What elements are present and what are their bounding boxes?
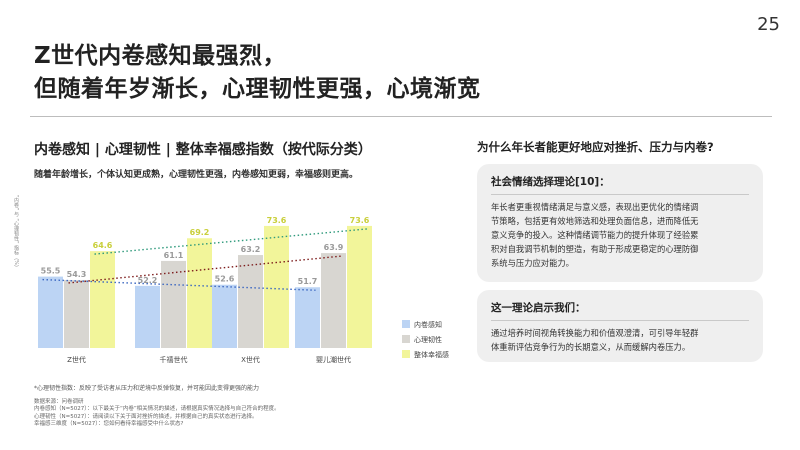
bar-series-2 bbox=[64, 279, 89, 348]
page-title-line-1: Z世代内卷感知最强烈， bbox=[34, 43, 287, 69]
theory-card-body: 年长者更重视情绪满足与意义感，表现出更优化的情绪调 节策略，包括更有效地筛选和处… bbox=[491, 200, 751, 270]
note-line: 心理韧性（N=5027）：请阅读以下关于面对挫折的描述，并根据自己的真实状态进行… bbox=[34, 413, 258, 420]
data-label: 54.3 bbox=[67, 270, 87, 279]
card-text-line: 节策略，包括更有效地筛选和处理负面信息，进而降低无 bbox=[491, 216, 699, 226]
insight-card-title: 这一理论启示我们： bbox=[491, 302, 586, 314]
legend-swatch bbox=[402, 335, 410, 343]
title-divider bbox=[30, 116, 772, 117]
bar-series-2 bbox=[161, 260, 186, 348]
legend-swatch bbox=[402, 350, 410, 358]
bar-series-1 bbox=[38, 276, 63, 348]
data-label: 55.5 bbox=[41, 267, 61, 276]
bar-series-1 bbox=[295, 287, 320, 348]
trend-line-3 bbox=[94, 228, 368, 255]
legend-label: 心理韧性 bbox=[414, 335, 442, 344]
page-title: Z世代内卷感知最强烈， 但随着年岁渐长，心理韧性更强，心境渐宽 bbox=[34, 40, 481, 106]
bar-series-2 bbox=[238, 255, 263, 348]
card-text-line: 年长者更重视情绪满足与意义感，表现出更优化的情绪调 bbox=[491, 202, 699, 212]
card-divider bbox=[491, 320, 749, 321]
theory-card: 社会情绪选择理论[10]： 年长者更重视情绪满足与意义感，表现出更优化的情绪调 … bbox=[477, 164, 763, 282]
x-tick-label: 千禧世代 bbox=[160, 355, 188, 364]
data-label: 73.6 bbox=[267, 216, 287, 225]
insight-card: 这一理论启示我们： 通过培养时间视角转换能力和价值观澄清，可引导年轻群 体重新评… bbox=[477, 290, 763, 362]
bar-series-3 bbox=[264, 225, 289, 348]
note-line: 数据来源：问卷调研 bbox=[34, 398, 84, 405]
theory-card-title: 社会情绪选择理论[10]： bbox=[491, 176, 610, 188]
bar-chart: 55.5 52.2 52.6 51.7 54.3 61.1 63.2 63.9 64.6 69.2… bbox=[38, 216, 449, 364]
data-label: 63.9 bbox=[324, 243, 344, 252]
right-heading: 为什么年长者能更好地应对挫折、压力与内卷? bbox=[477, 140, 714, 154]
data-label: 52.2 bbox=[138, 276, 158, 285]
bar-series-3 bbox=[90, 251, 115, 348]
insight-card-body: 通过培养时间视角转换能力和价值观澄清，可引导年轻群 体重新评估竞争行为的长期意义… bbox=[491, 326, 751, 354]
note-line: 幸福感三维度（N=5027）：您如何看待幸福感受中什么状态? bbox=[34, 421, 184, 427]
note-line: 内卷感知（N=5027）：以下最关于“内卷”相关情况的描述，请根据真实情况选择与… bbox=[34, 406, 280, 412]
note-main: *心理韧性指数：反映了受访者从压力和逆境中反弹恢复，并可能因此变得更强的能力 bbox=[34, 385, 260, 392]
chart-subtitle: 随着年龄增长，个体认知更成熟，心理韧性更强，内卷感知更弱，幸福感则更高。 bbox=[34, 170, 359, 180]
page-number: 25 bbox=[757, 14, 780, 35]
card-text-line: 系统与压力应对能力。 bbox=[491, 258, 574, 268]
bar-series-3 bbox=[187, 238, 212, 348]
card-divider bbox=[491, 194, 749, 195]
chart-title: 内卷感知 | 心理韧性 | 整体幸福感指数（按代际分类） bbox=[34, 142, 372, 158]
data-label: 64.6 bbox=[93, 241, 113, 250]
bar-series-3 bbox=[347, 225, 372, 348]
data-label: 51.7 bbox=[298, 277, 318, 286]
bar-series-2 bbox=[321, 253, 346, 348]
x-tick-label: 婴儿潮世代 bbox=[316, 355, 351, 364]
bar-series-1 bbox=[212, 284, 237, 348]
chart-notes: *心理韧性指数：反映了受访者从压力和逆境中反弹恢复，并可能因此变得更强的能力 数… bbox=[34, 385, 280, 429]
x-tick-label: X世代 bbox=[241, 355, 260, 364]
card-text-line: 体重新评估竞争行为的长期意义，从而缓解内卷压力。 bbox=[491, 342, 691, 352]
data-label: 61.1 bbox=[164, 251, 184, 260]
page-title-line-2: 但随着年岁渐长，心理韧性更强，心境渐宽 bbox=[34, 76, 481, 102]
y-axis-side-label: “内卷” 与 “心理韧性” 指标（%） bbox=[13, 195, 19, 270]
x-tick-label: Z世代 bbox=[67, 355, 86, 364]
data-label: 52.6 bbox=[215, 275, 235, 284]
legend-swatch bbox=[402, 320, 410, 328]
legend-label: 整体幸福感 bbox=[414, 350, 449, 359]
data-label: 69.2 bbox=[190, 228, 210, 237]
bar-series-1 bbox=[135, 285, 160, 348]
data-label: 73.6 bbox=[350, 216, 370, 225]
trend-line-2 bbox=[68, 255, 342, 284]
trend-line-1 bbox=[42, 278, 316, 291]
card-text-line: 通过培养时间视角转换能力和价值观澄清，可引导年轻群 bbox=[491, 328, 699, 338]
data-label: 63.2 bbox=[241, 245, 261, 254]
legend-label: 内卷感知 bbox=[414, 320, 442, 329]
card-text-line: 意义竞争的投入。这种情绪调节能力的提升体现了经验累 bbox=[491, 230, 699, 240]
card-text-line: 积对自我调节机制的塑造，有助于形成更稳定的心理防御 bbox=[491, 244, 699, 254]
